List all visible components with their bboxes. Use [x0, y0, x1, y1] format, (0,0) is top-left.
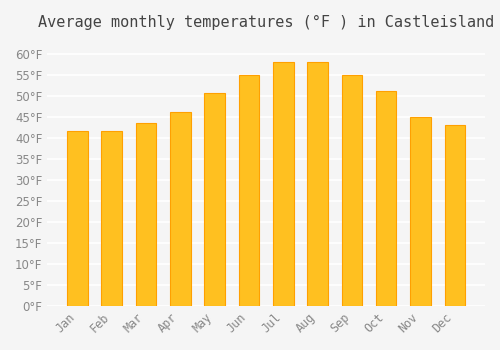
- Bar: [273, 62, 293, 306]
- Bar: [238, 75, 260, 306]
- Bar: [170, 112, 190, 306]
- Bar: [308, 62, 328, 306]
- Bar: [102, 131, 122, 306]
- Bar: [342, 75, 362, 306]
- Bar: [444, 125, 465, 306]
- Bar: [136, 123, 156, 306]
- Title: Average monthly temperatures (°F ) in Castleisland: Average monthly temperatures (°F ) in Ca…: [38, 15, 494, 30]
- Bar: [410, 117, 431, 306]
- Bar: [376, 91, 396, 306]
- Bar: [204, 93, 225, 306]
- Bar: [67, 131, 87, 306]
